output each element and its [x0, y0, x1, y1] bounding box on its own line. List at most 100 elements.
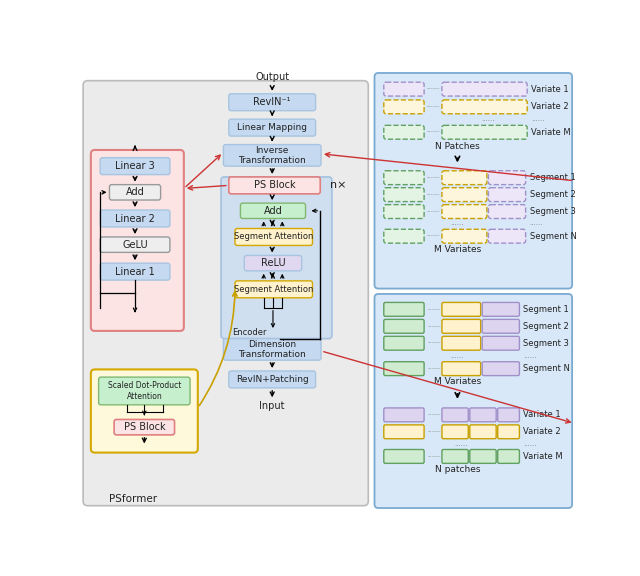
FancyBboxPatch shape — [442, 302, 481, 316]
Text: Scaled Dot-Product
Attention: Scaled Dot-Product Attention — [108, 381, 181, 401]
Text: Linear 3: Linear 3 — [115, 161, 155, 171]
FancyBboxPatch shape — [488, 170, 525, 185]
Text: Inverse
Transformation: Inverse Transformation — [238, 146, 306, 165]
FancyBboxPatch shape — [384, 362, 424, 376]
Text: ......: ...... — [524, 353, 537, 358]
FancyBboxPatch shape — [384, 336, 424, 350]
Text: ------: ------ — [426, 130, 440, 135]
FancyBboxPatch shape — [442, 362, 481, 376]
FancyBboxPatch shape — [488, 229, 525, 243]
Text: Variate 2: Variate 2 — [531, 103, 569, 111]
Text: Dimension
Transformation: Dimension Transformation — [238, 340, 306, 359]
Text: Segment N: Segment N — [529, 232, 577, 241]
Text: ......: ...... — [451, 353, 464, 358]
FancyBboxPatch shape — [100, 158, 170, 175]
Text: Input: Input — [259, 401, 285, 411]
Text: ------: ------ — [428, 412, 441, 418]
Text: ......: ...... — [529, 220, 543, 226]
Text: ------: ------ — [428, 341, 441, 346]
FancyBboxPatch shape — [488, 188, 525, 202]
Text: ------: ------ — [426, 192, 440, 197]
FancyBboxPatch shape — [100, 263, 170, 280]
FancyBboxPatch shape — [498, 425, 520, 439]
Text: ------: ------ — [426, 209, 440, 214]
Text: ------: ------ — [428, 429, 441, 434]
Text: M Variates: M Variates — [434, 245, 481, 254]
Text: Output: Output — [255, 72, 289, 82]
FancyBboxPatch shape — [99, 377, 190, 405]
FancyBboxPatch shape — [384, 449, 424, 463]
FancyBboxPatch shape — [470, 449, 496, 463]
FancyBboxPatch shape — [91, 369, 198, 453]
FancyBboxPatch shape — [442, 188, 487, 202]
FancyBboxPatch shape — [442, 126, 527, 139]
FancyBboxPatch shape — [91, 150, 184, 331]
Text: Segment 2: Segment 2 — [529, 190, 575, 199]
Text: Variate 1: Variate 1 — [524, 410, 561, 419]
Text: Add: Add — [264, 206, 282, 216]
Text: ------: ------ — [426, 104, 440, 109]
Text: N patches: N patches — [435, 465, 480, 474]
FancyBboxPatch shape — [442, 408, 468, 422]
Text: PS Block: PS Block — [253, 180, 295, 191]
Text: Segment N: Segment N — [524, 364, 570, 373]
Text: PS Block: PS Block — [124, 422, 165, 432]
FancyBboxPatch shape — [229, 177, 320, 194]
Text: Linear Mapping: Linear Mapping — [237, 123, 307, 132]
Text: Add: Add — [125, 187, 145, 198]
FancyBboxPatch shape — [229, 94, 316, 111]
Text: PSformer: PSformer — [109, 494, 157, 504]
Text: Variate 2: Variate 2 — [524, 427, 561, 436]
FancyBboxPatch shape — [442, 319, 481, 334]
FancyBboxPatch shape — [223, 339, 321, 360]
FancyBboxPatch shape — [498, 408, 520, 422]
FancyBboxPatch shape — [384, 319, 424, 334]
Text: Segment 1: Segment 1 — [524, 305, 569, 314]
FancyBboxPatch shape — [100, 210, 170, 227]
FancyBboxPatch shape — [482, 302, 520, 316]
Text: ......: ...... — [454, 441, 468, 447]
Text: RevIN+Patching: RevIN+Patching — [236, 375, 308, 384]
Text: Segment Attention: Segment Attention — [234, 233, 314, 241]
FancyBboxPatch shape — [244, 256, 301, 271]
Text: ......: ...... — [482, 116, 495, 122]
Text: Linear 1: Linear 1 — [115, 267, 155, 276]
Text: Segment 3: Segment 3 — [524, 339, 569, 348]
FancyBboxPatch shape — [223, 145, 321, 166]
Text: Variate 1: Variate 1 — [531, 85, 569, 94]
FancyBboxPatch shape — [384, 188, 424, 202]
FancyBboxPatch shape — [384, 126, 424, 139]
FancyBboxPatch shape — [482, 319, 520, 334]
Text: N Patches: N Patches — [435, 142, 480, 150]
FancyBboxPatch shape — [384, 170, 424, 185]
Text: GeLU: GeLU — [122, 240, 148, 249]
Text: Segment Attention: Segment Attention — [234, 285, 314, 294]
Text: ------: ------ — [426, 234, 440, 238]
Text: ------: ------ — [428, 324, 441, 329]
FancyBboxPatch shape — [482, 362, 520, 376]
FancyBboxPatch shape — [442, 425, 468, 439]
FancyBboxPatch shape — [470, 408, 496, 422]
FancyBboxPatch shape — [229, 119, 316, 136]
FancyBboxPatch shape — [384, 82, 424, 96]
Text: Encoder: Encoder — [232, 328, 266, 337]
FancyBboxPatch shape — [442, 229, 487, 243]
FancyBboxPatch shape — [229, 371, 316, 388]
Text: Segment 3: Segment 3 — [529, 207, 575, 216]
Text: ------: ------ — [428, 366, 441, 371]
FancyBboxPatch shape — [384, 229, 424, 243]
FancyBboxPatch shape — [83, 81, 368, 506]
FancyBboxPatch shape — [470, 425, 496, 439]
FancyBboxPatch shape — [442, 82, 527, 96]
FancyBboxPatch shape — [482, 336, 520, 350]
Text: ......: ...... — [524, 441, 537, 447]
Text: ......: ...... — [531, 116, 545, 122]
FancyBboxPatch shape — [442, 100, 527, 114]
Text: Variate M: Variate M — [524, 452, 563, 461]
FancyBboxPatch shape — [235, 281, 312, 298]
Text: ......: ...... — [451, 220, 464, 226]
Text: ------: ------ — [428, 454, 441, 459]
FancyBboxPatch shape — [384, 100, 424, 114]
FancyBboxPatch shape — [498, 449, 520, 463]
Text: Segment 1: Segment 1 — [529, 173, 575, 182]
